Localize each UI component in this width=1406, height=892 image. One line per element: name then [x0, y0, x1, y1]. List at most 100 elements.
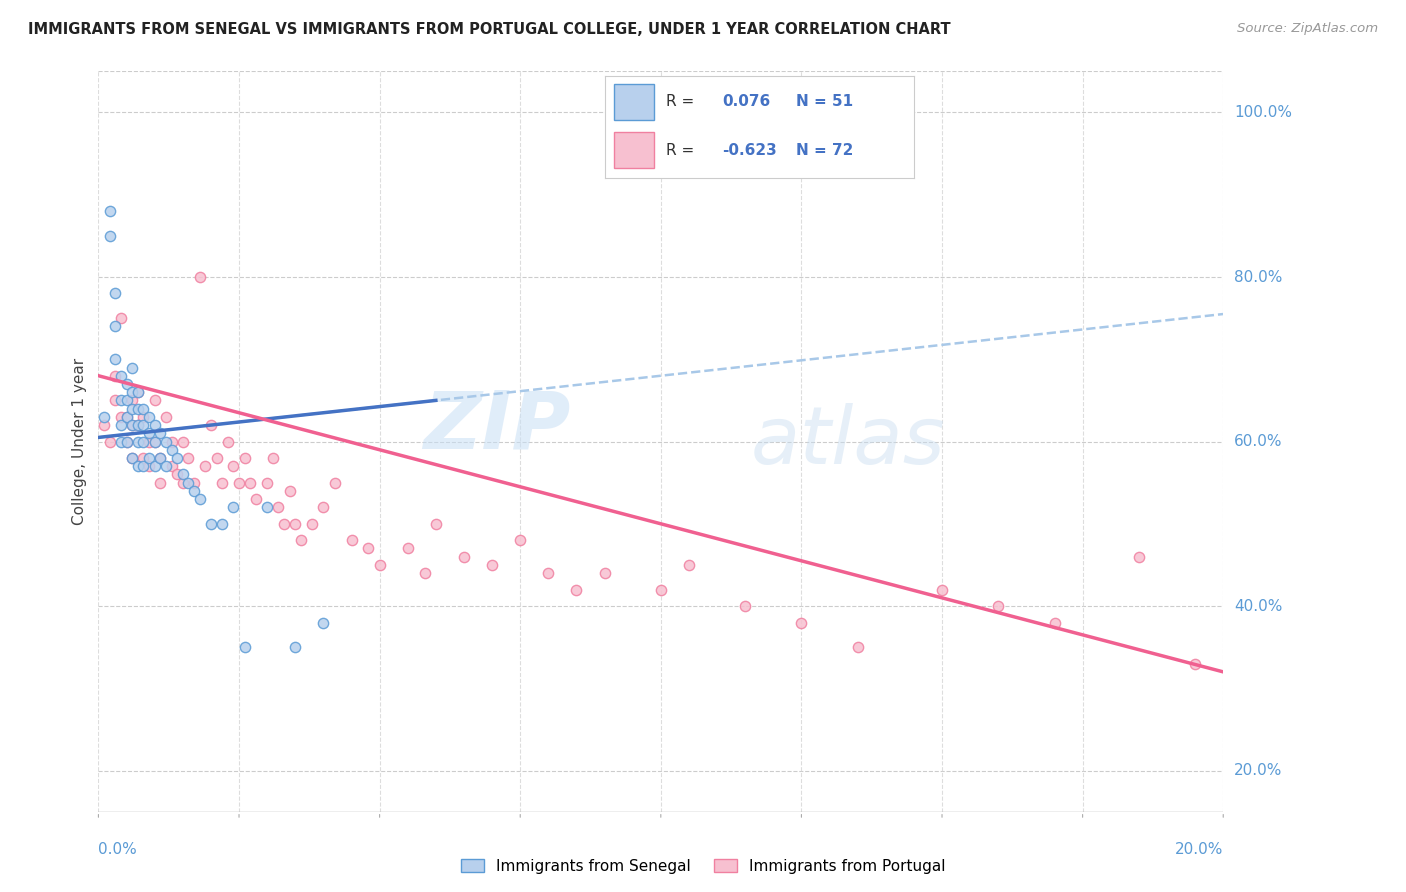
Point [121, 385, 143, 400]
Point [183, 475, 205, 490]
Point [1184, 657, 1206, 671]
Point [121, 393, 143, 408]
Point [368, 558, 391, 572]
Point [290, 533, 312, 548]
Point [846, 640, 869, 655]
Point [284, 516, 307, 531]
Point [323, 475, 346, 490]
Point [160, 434, 183, 449]
Point [115, 409, 138, 424]
Text: atlas: atlas [751, 402, 946, 481]
Point [115, 434, 138, 449]
Point [239, 475, 262, 490]
Y-axis label: College, Under 1 year: College, Under 1 year [72, 358, 87, 525]
Point [121, 418, 143, 433]
Point [132, 401, 155, 416]
Point [565, 582, 588, 597]
Point [104, 319, 127, 334]
Point [127, 459, 149, 474]
Point [931, 582, 953, 597]
Point [127, 434, 149, 449]
Point [200, 418, 222, 433]
Point [143, 393, 166, 408]
Point [115, 376, 138, 391]
Point [222, 500, 245, 515]
Point [340, 533, 363, 548]
Text: 0.0%: 0.0% [98, 842, 138, 857]
Point [267, 500, 290, 515]
Point [121, 360, 143, 375]
Point [138, 409, 160, 424]
Point [115, 409, 138, 424]
Point [143, 434, 166, 449]
Point [194, 459, 217, 474]
Point [425, 516, 447, 531]
Point [93, 409, 115, 424]
Text: Source: ZipAtlas.com: Source: ZipAtlas.com [1237, 22, 1378, 36]
Point [110, 434, 132, 449]
Point [127, 385, 149, 400]
Point [284, 640, 307, 655]
Text: R =: R = [666, 143, 700, 158]
Point [155, 409, 177, 424]
Point [650, 582, 672, 597]
Text: 100.0%: 100.0% [1234, 105, 1292, 120]
Point [104, 286, 127, 301]
Point [110, 368, 132, 383]
Point [1043, 615, 1066, 630]
Point [149, 426, 172, 441]
Point [104, 368, 127, 383]
Point [132, 434, 155, 449]
Point [413, 566, 436, 581]
Point [200, 516, 222, 531]
Point [312, 615, 335, 630]
Point [188, 492, 211, 507]
Point [312, 500, 335, 515]
Point [110, 393, 132, 408]
Text: 0.076: 0.076 [723, 95, 770, 110]
Point [172, 467, 194, 482]
Point [138, 459, 160, 474]
Point [121, 401, 143, 416]
Text: N = 72: N = 72 [796, 143, 853, 158]
Text: ZIP: ZIP [423, 388, 571, 466]
Point [593, 566, 616, 581]
Point [160, 459, 183, 474]
Point [127, 418, 149, 433]
Point [357, 541, 380, 556]
Point [121, 418, 143, 433]
Point [121, 450, 143, 465]
Point [790, 615, 813, 630]
Point [211, 516, 233, 531]
Point [172, 434, 194, 449]
Text: -0.623: -0.623 [723, 143, 778, 158]
Point [155, 459, 177, 474]
Point [256, 475, 278, 490]
Point [481, 558, 503, 572]
Point [143, 434, 166, 449]
Point [110, 311, 132, 326]
Point [453, 549, 475, 564]
Text: 60.0%: 60.0% [1234, 434, 1282, 449]
Point [509, 533, 531, 548]
Legend: Immigrants from Senegal, Immigrants from Portugal: Immigrants from Senegal, Immigrants from… [454, 853, 952, 880]
Point [98, 228, 121, 243]
Point [217, 434, 239, 449]
Text: 20.0%: 20.0% [1175, 842, 1223, 857]
Point [537, 566, 560, 581]
Point [98, 204, 121, 219]
Point [121, 450, 143, 465]
Text: IMMIGRANTS FROM SENEGAL VS IMMIGRANTS FROM PORTUGAL COLLEGE, UNDER 1 YEAR CORREL: IMMIGRANTS FROM SENEGAL VS IMMIGRANTS FR… [28, 22, 950, 37]
Point [183, 483, 205, 498]
Point [166, 450, 188, 465]
Point [132, 409, 155, 424]
Point [115, 393, 138, 408]
Point [149, 475, 172, 490]
Point [98, 434, 121, 449]
Point [273, 516, 295, 531]
Text: 80.0%: 80.0% [1234, 269, 1282, 285]
FancyBboxPatch shape [614, 132, 654, 168]
Point [256, 500, 278, 515]
Point [211, 475, 233, 490]
Point [104, 393, 127, 408]
